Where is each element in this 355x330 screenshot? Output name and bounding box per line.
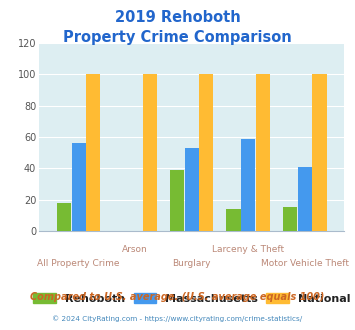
- Bar: [241, 139, 255, 231]
- Text: Compared to U.S. average. (U.S. average equals 100): Compared to U.S. average. (U.S. average …: [30, 292, 325, 302]
- Text: © 2024 CityRating.com - https://www.cityrating.com/crime-statistics/: © 2024 CityRating.com - https://www.city…: [53, 315, 302, 322]
- Text: Property Crime Comparison: Property Crime Comparison: [63, 30, 292, 45]
- Text: Motor Vehicle Theft: Motor Vehicle Theft: [261, 259, 349, 268]
- Bar: [170, 170, 184, 231]
- Text: Burglary: Burglary: [173, 259, 211, 268]
- Bar: [143, 74, 157, 231]
- Bar: [312, 74, 327, 231]
- Legend: Rehoboth, Massachusetts, National: Rehoboth, Massachusetts, National: [33, 293, 350, 304]
- Bar: [86, 74, 100, 231]
- Bar: [298, 167, 312, 231]
- Text: Arson: Arson: [122, 245, 148, 254]
- Text: 2019 Rehoboth: 2019 Rehoboth: [115, 10, 240, 25]
- Bar: [199, 74, 213, 231]
- Bar: [226, 209, 241, 231]
- Text: Larceny & Theft: Larceny & Theft: [212, 245, 284, 254]
- Text: All Property Crime: All Property Crime: [37, 259, 120, 268]
- Bar: [72, 143, 86, 231]
- Bar: [185, 148, 199, 231]
- Bar: [283, 208, 297, 231]
- Bar: [256, 74, 270, 231]
- Bar: [57, 203, 71, 231]
